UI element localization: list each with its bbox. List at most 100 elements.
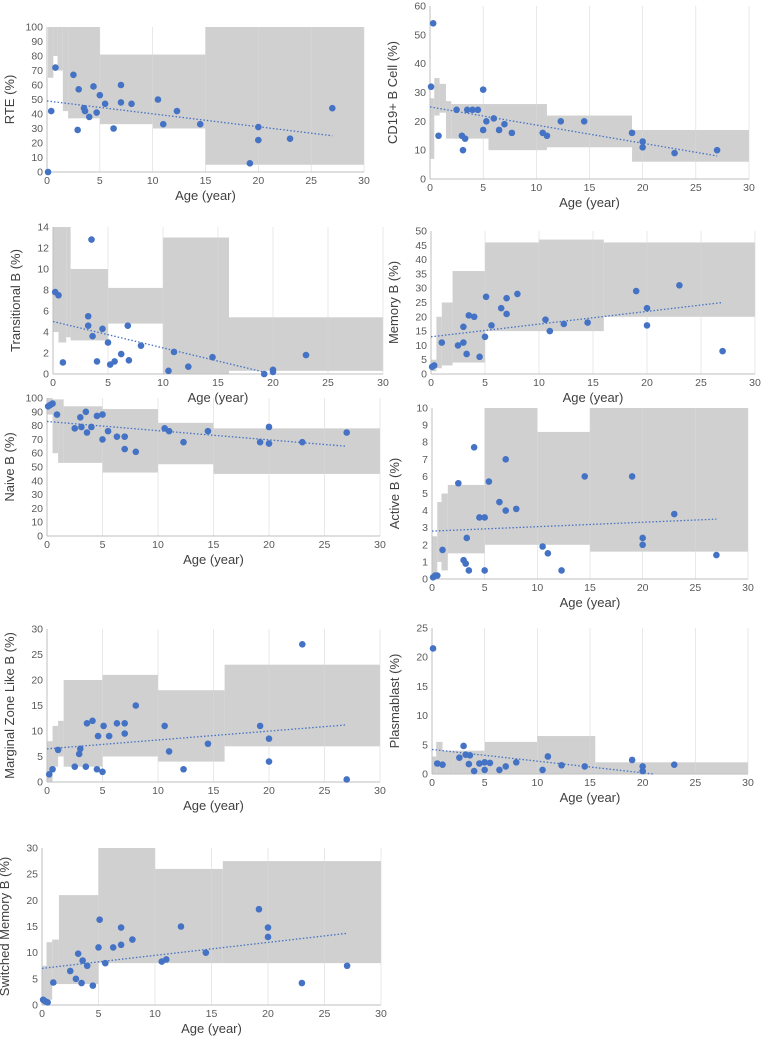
- data-point: [542, 316, 549, 323]
- x-tick-label: 0: [427, 182, 433, 194]
- data-point: [204, 740, 212, 748]
- data-point: [101, 959, 109, 967]
- data-point: [83, 962, 91, 970]
- x-tick-label: 0: [50, 377, 56, 389]
- data-point: [474, 106, 482, 114]
- y-tick-label: 0: [420, 174, 426, 186]
- reference-band: [48, 27, 54, 78]
- data-point: [558, 567, 565, 574]
- x-axis-title: Age (year): [560, 790, 621, 805]
- data-point: [256, 438, 264, 446]
- data-point: [459, 146, 467, 154]
- data-point: [429, 20, 437, 27]
- y-tick-label: 30: [26, 843, 38, 855]
- data-point: [255, 123, 262, 131]
- reference-band: [441, 302, 453, 366]
- data-point: [343, 962, 351, 970]
- x-tick-label: 20: [267, 377, 279, 389]
- data-point: [99, 768, 106, 776]
- x-tick-label: 25: [322, 377, 334, 389]
- data-point: [632, 287, 640, 295]
- data-point: [177, 923, 185, 930]
- data-point: [430, 362, 438, 369]
- data-point: [670, 761, 678, 768]
- y-tick-label: 40: [31, 475, 43, 487]
- y-tick-label: 30: [31, 489, 43, 501]
- data-point: [104, 339, 112, 346]
- x-tick-label: 25: [319, 539, 331, 551]
- reference-band: [488, 104, 547, 151]
- x-tick-label: 5: [96, 1008, 102, 1020]
- x-tick-label: 5: [482, 377, 488, 389]
- data-point: [52, 64, 59, 71]
- data-point: [89, 332, 96, 340]
- trendline: [46, 724, 347, 750]
- x-tick-label: 10: [152, 539, 164, 551]
- data-point: [470, 444, 478, 451]
- data-point: [546, 327, 554, 335]
- reference-band: [430, 98, 435, 159]
- y-axis-title: Naive B (%): [2, 432, 17, 501]
- y-tick-label: 20: [31, 675, 43, 687]
- reference-band: [98, 848, 155, 964]
- x-tick-label: 10: [157, 377, 169, 389]
- data-point: [77, 745, 84, 753]
- x-tick-label: 25: [319, 785, 331, 797]
- x-tick-label: 25: [695, 377, 707, 389]
- x-tick-label: 15: [208, 539, 220, 551]
- data-point: [101, 100, 109, 108]
- x-tick-label: 20: [252, 175, 264, 187]
- data-point: [455, 479, 462, 487]
- y-tick-label: 35: [415, 268, 427, 280]
- data-point: [99, 411, 106, 418]
- data-point: [163, 956, 170, 963]
- data-point: [137, 342, 145, 349]
- data-point: [109, 944, 117, 951]
- x-tick-label: 20: [637, 777, 649, 789]
- data-point: [427, 83, 435, 91]
- data-point: [302, 351, 310, 359]
- data-point: [124, 322, 132, 330]
- reference-band: [205, 27, 364, 165]
- data-point: [486, 759, 494, 767]
- x-tick-label: 30: [377, 377, 389, 389]
- data-point: [83, 720, 91, 727]
- data-point: [439, 761, 446, 768]
- data-point: [88, 236, 95, 243]
- data-point: [74, 950, 82, 958]
- x-tick-label: 5: [105, 377, 111, 389]
- data-point: [476, 514, 483, 521]
- x-tick-label: 10: [530, 182, 542, 194]
- data-point: [544, 550, 552, 557]
- data-point: [264, 933, 272, 941]
- data-point: [512, 759, 520, 766]
- reference-band: [42, 965, 47, 1005]
- data-point: [54, 746, 62, 754]
- x-tick-label: 0: [428, 377, 434, 389]
- reference-band: [484, 741, 538, 774]
- data-point: [105, 732, 113, 740]
- reference-band: [58, 720, 64, 757]
- data-point: [99, 436, 106, 443]
- y-tick-label: 2: [422, 539, 428, 551]
- reference-band: [632, 129, 749, 162]
- data-point: [628, 129, 636, 137]
- x-tick-label: 20: [263, 539, 275, 551]
- y-tick-label: 5: [422, 739, 428, 751]
- reference-band: [590, 408, 748, 552]
- y-tick-label: 0: [37, 777, 43, 789]
- data-point: [132, 702, 140, 709]
- x-tick-label: 0: [39, 1008, 45, 1020]
- data-point: [463, 350, 470, 358]
- data-point: [502, 507, 510, 514]
- data-point: [113, 720, 121, 727]
- data-point: [165, 427, 173, 435]
- x-tick-label: 15: [206, 1008, 218, 1020]
- data-point: [483, 118, 490, 125]
- data-point: [265, 758, 273, 765]
- data-point: [476, 760, 483, 767]
- reference-band: [52, 725, 59, 767]
- y-tick-label: 80: [31, 420, 43, 432]
- x-tick-label: 30: [374, 539, 386, 551]
- y-tick-label: 5: [37, 751, 43, 763]
